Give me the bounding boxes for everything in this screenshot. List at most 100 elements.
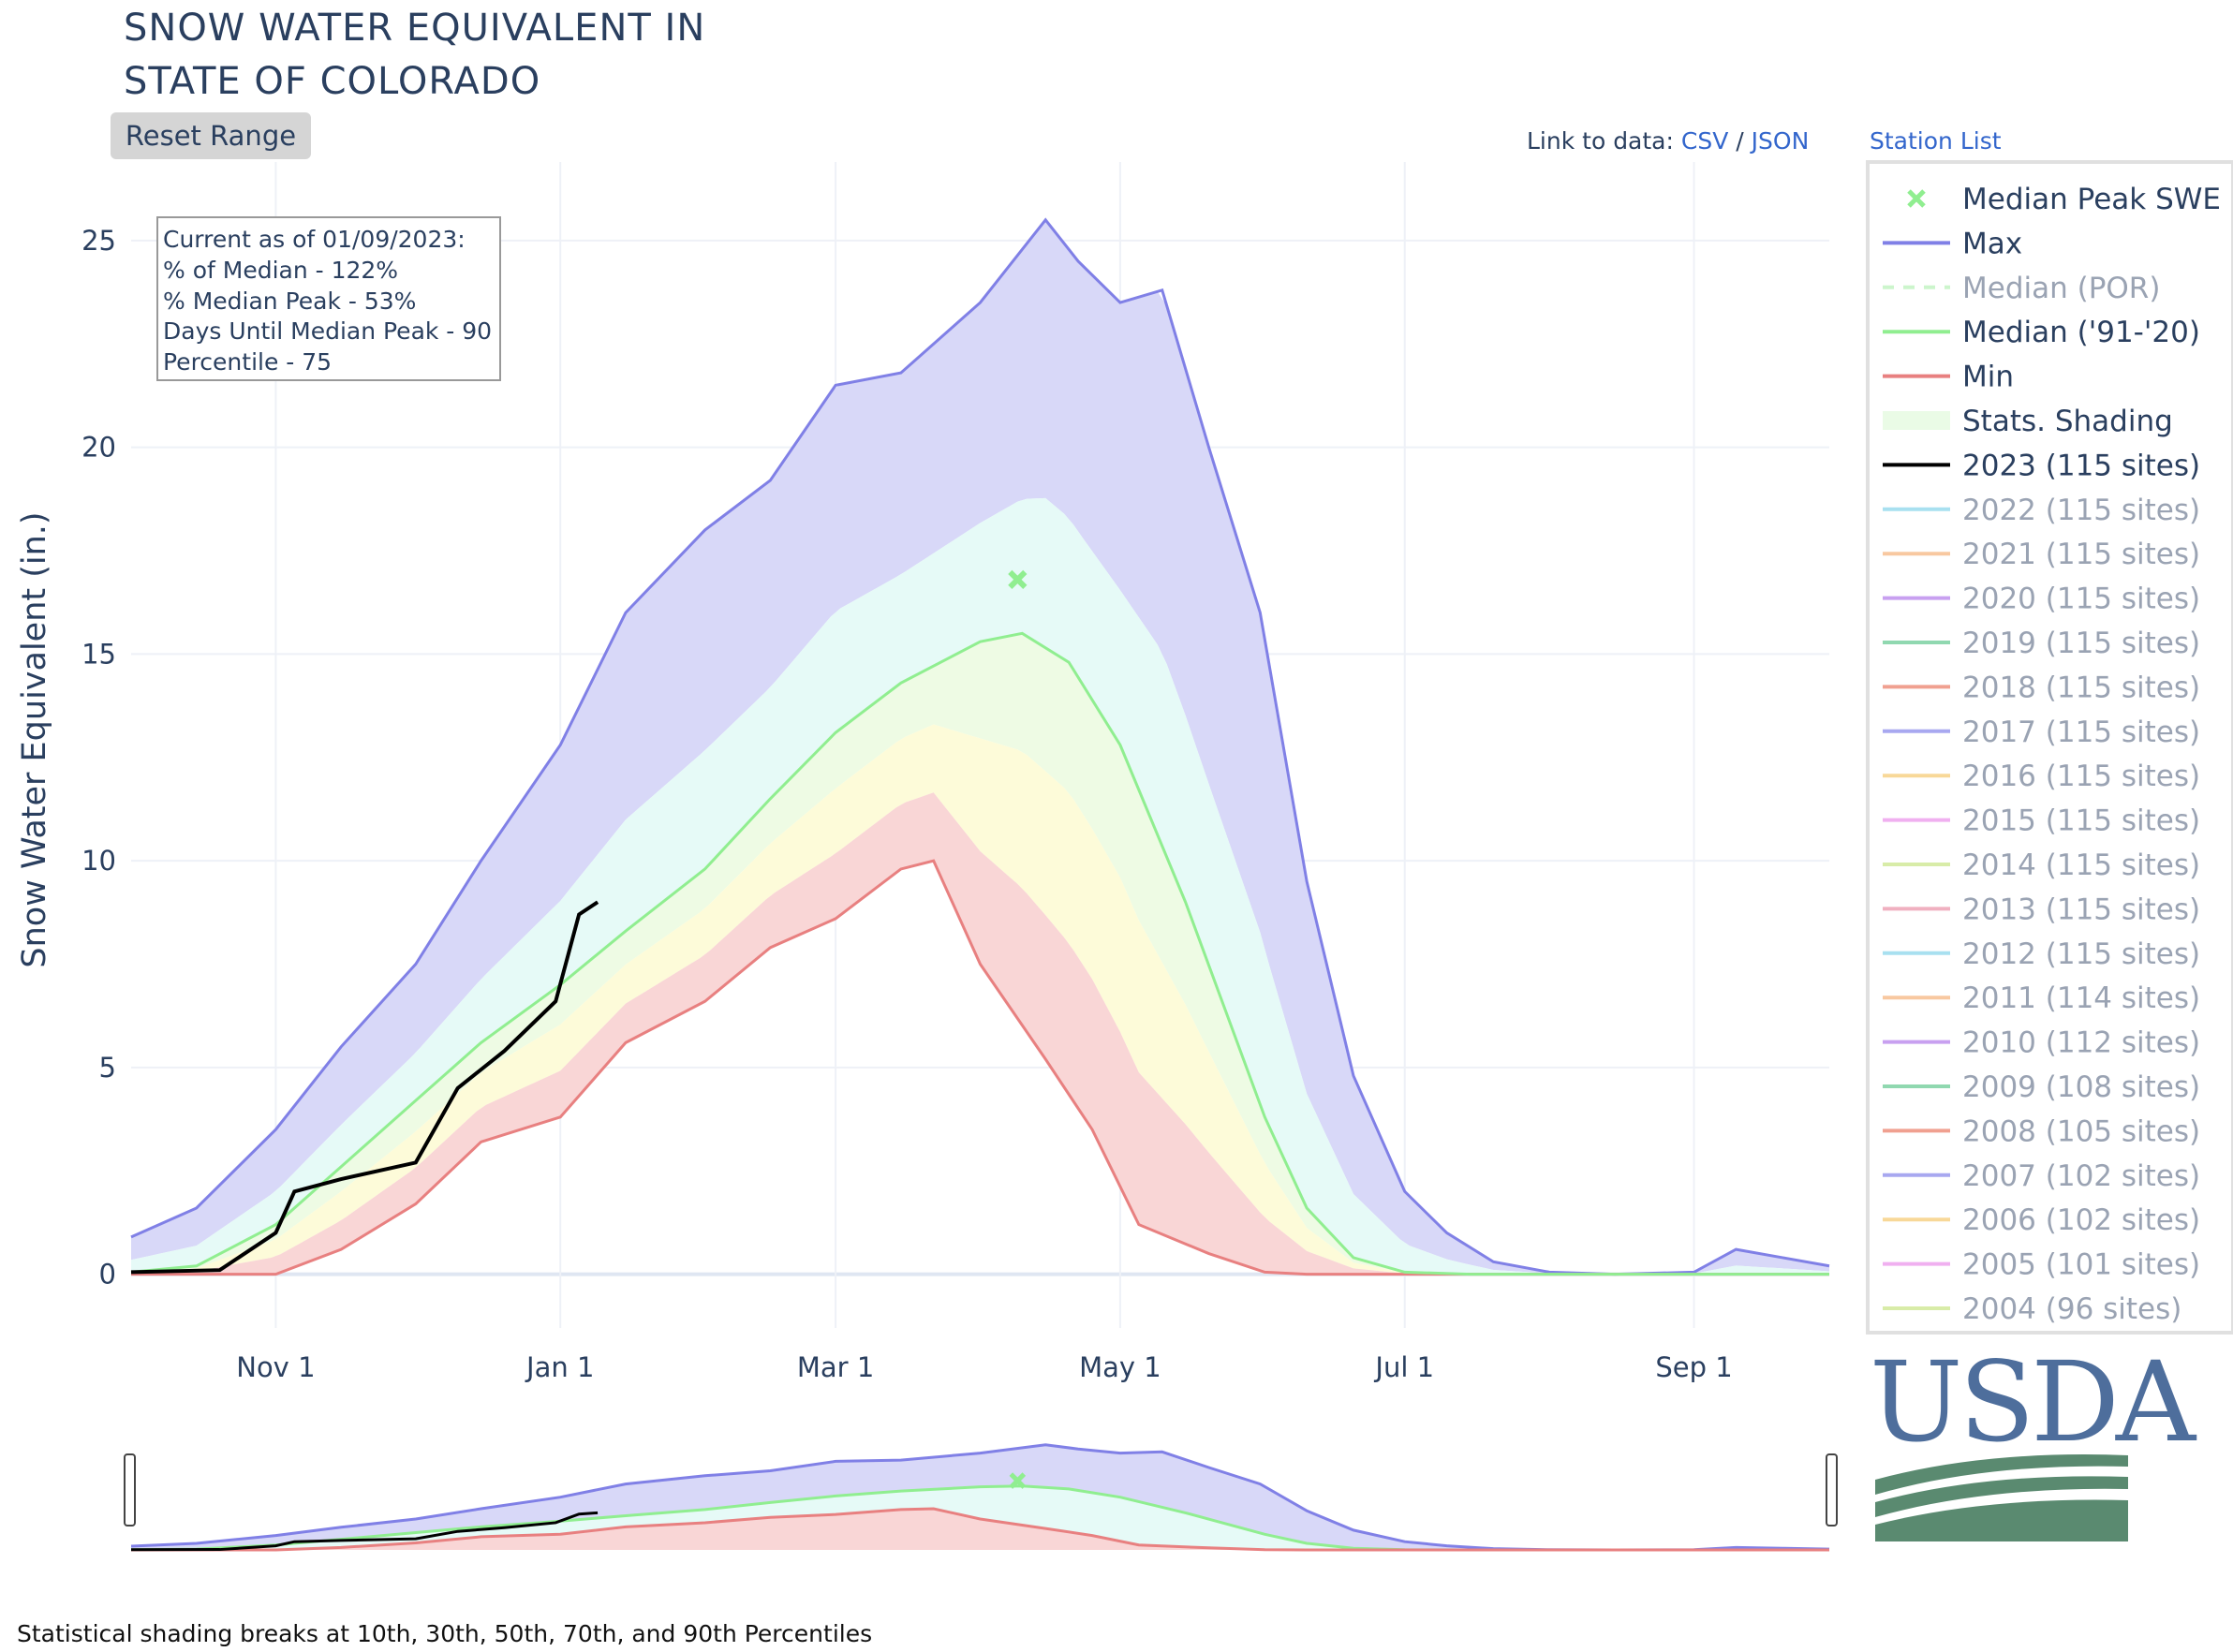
series-line-2023[interactable] [130,900,599,1275]
y-tick-label: 20 [81,432,116,464]
info-line-4: Days Until Median Peak - 90 [163,317,492,345]
info-box: Current as of 01/09/2023: % of Median - … [156,216,501,381]
legend-item[interactable]: 2004 (96 sites) [1883,1292,2181,1326]
station-list-container: Station List [1870,127,2002,155]
legend-label: 2004 (96 sites) [1962,1292,2181,1326]
legend-item[interactable]: Max [1883,227,2022,260]
legend-item[interactable]: 2006 (102 sites) [1883,1203,2200,1237]
legend-item[interactable]: 2016 (115 sites) [1883,760,2200,793]
range-slider-right-handle[interactable] [1826,1453,1838,1527]
legend-item[interactable]: 2020 (115 sites) [1883,583,2200,616]
legend-item[interactable]: 2014 (115 sites) [1883,848,2200,882]
legend-item[interactable]: 2007 (102 sites) [1883,1159,2200,1193]
stats-shading-band [131,634,1829,1275]
range-slider-left-handle[interactable] [124,1453,136,1527]
legend-label: 2009 (108 sites) [1962,1070,2200,1104]
link-prefix: Link to data: [1527,127,1674,155]
legend-label: 2012 (115 sites) [1962,937,2200,971]
legend-item[interactable]: 2013 (115 sites) [1883,892,2200,926]
usda-logo: USDA [1870,1337,2201,1541]
legend-item[interactable]: 2008 (105 sites) [1883,1114,2200,1148]
legend-label: 2010 (112 sites) [1962,1026,2200,1060]
mini-area [131,1509,1829,1550]
y-tick-label: 25 [81,225,116,257]
stats-shading-band [131,497,1829,1275]
y-tick-label: 10 [81,845,116,877]
legend-item[interactable]: 2012 (115 sites) [1883,937,2200,971]
reset-range-button[interactable]: Reset Range [111,112,311,159]
info-line-2: % of Median - 122% [163,257,398,284]
legend-item[interactable]: 2019 (115 sites) [1883,627,2200,660]
y-tick-label: 15 [81,638,116,670]
legend-label: Stats. Shading [1962,405,2173,438]
legend-item[interactable]: 2023 (115 sites) [1883,449,2200,482]
legend-label: 2023 (115 sites) [1962,449,2200,482]
info-line-3: % Median Peak - 53% [163,288,416,315]
legend-item[interactable]: Median (POR) [1883,272,2160,305]
y-tick-label: 5 [99,1052,116,1084]
legend-item[interactable]: Stats. Shading [1883,405,2173,438]
info-line-1: Current as of 01/09/2023: [163,226,466,253]
json-link[interactable]: JSON [1751,127,1810,155]
legend-item[interactable]: 2009 (108 sites) [1883,1070,2200,1104]
stats-shading-band [131,219,1829,1275]
legend-label: Max [1962,227,2022,260]
x-tick-label: Nov 1 [236,1351,315,1383]
legend-label: 2018 (115 sites) [1962,671,2200,704]
data-links: Link to data: CSV / JSON [1527,127,1809,155]
legend-item[interactable]: Median Peak SWE [1907,183,2221,216]
main-plot-area[interactable] [130,162,1830,1328]
legend-label: 2020 (115 sites) [1962,583,2200,616]
series-line-median[interactable] [130,631,1829,1276]
legend-label: Median ('91-'20) [1962,316,2200,349]
legend-item[interactable]: 2005 (101 sites) [1883,1248,2200,1282]
title-line-2: STATE OF COLORADO [124,60,541,103]
x-tick-label: Mar 1 [797,1351,874,1383]
legend-label: 2005 (101 sites) [1962,1248,2200,1282]
legend-label: 2014 (115 sites) [1962,848,2200,882]
legend-label: 2013 (115 sites) [1962,892,2200,926]
range-slider[interactable] [124,1397,1838,1555]
mini-median-peak-marker [1009,1472,1027,1489]
x-axis-ticks: Nov 1 Jan 1 Mar 1 May 1 Jul 1 Sep 1 [236,1351,1732,1383]
legend-item[interactable]: Median ('91-'20) [1883,316,2200,349]
legend-label: 2006 (102 sites) [1962,1203,2200,1237]
csv-link[interactable]: CSV [1680,127,1729,155]
series-line-min[interactable] [131,859,1829,1276]
legend-label: 2008 (105 sites) [1962,1114,2200,1148]
legend-item[interactable]: 2015 (115 sites) [1883,804,2200,838]
info-line-5: Percentile - 75 [163,348,332,376]
x-tick-label: Jan 1 [525,1351,594,1383]
legend-item[interactable]: 2021 (115 sites) [1883,538,2200,571]
legend-label: Median Peak SWE [1962,183,2221,216]
legend-label: 2011 (114 sites) [1962,981,2200,1015]
legend-item[interactable]: 2022 (115 sites) [1883,494,2200,527]
station-list-link[interactable]: Station List [1870,127,2002,155]
legend-label: 2022 (115 sites) [1962,494,2200,527]
legend-swatch [1883,411,1950,430]
footnote: Statistical shading breaks at 10th, 30th… [17,1620,873,1647]
y-axis-ticks: 0 5 10 15 20 25 [81,225,116,1291]
legend[interactable]: Median Peak SWE Max Median (POR) Median ('9… [1866,160,2233,1335]
legend-item[interactable]: 2011 (114 sites) [1883,981,2200,1015]
range-slider-mini-plot [130,1443,1830,1552]
legend-label: 2015 (115 sites) [1962,804,2200,838]
title-line-1: SNOW WATER EQUIVALENT IN [124,7,706,50]
legend-item[interactable]: Min [1883,361,2014,394]
legend-label: Median (POR) [1962,272,2160,305]
legend-label: 2021 (115 sites) [1962,538,2200,571]
mini-series-line [131,1507,1829,1552]
legend-marker-icon [1907,189,1926,208]
y-tick-label: 0 [99,1259,116,1291]
series-line-max[interactable] [130,217,1830,1276]
legend-label: Min [1962,361,2014,394]
legend-item[interactable]: 2018 (115 sites) [1883,671,2200,704]
y-axis-label: Snow Water Equivalent (in.) [16,511,53,967]
legend-item[interactable]: 2010 (112 sites) [1883,1026,2200,1060]
legend-item[interactable]: 2017 (115 sites) [1883,715,2200,749]
median-peak-marker[interactable] [1008,569,1028,590]
legend-label: 2007 (102 sites) [1962,1159,2200,1193]
legend-label: 2016 (115 sites) [1962,760,2200,793]
link-separator: / [1736,127,1744,155]
